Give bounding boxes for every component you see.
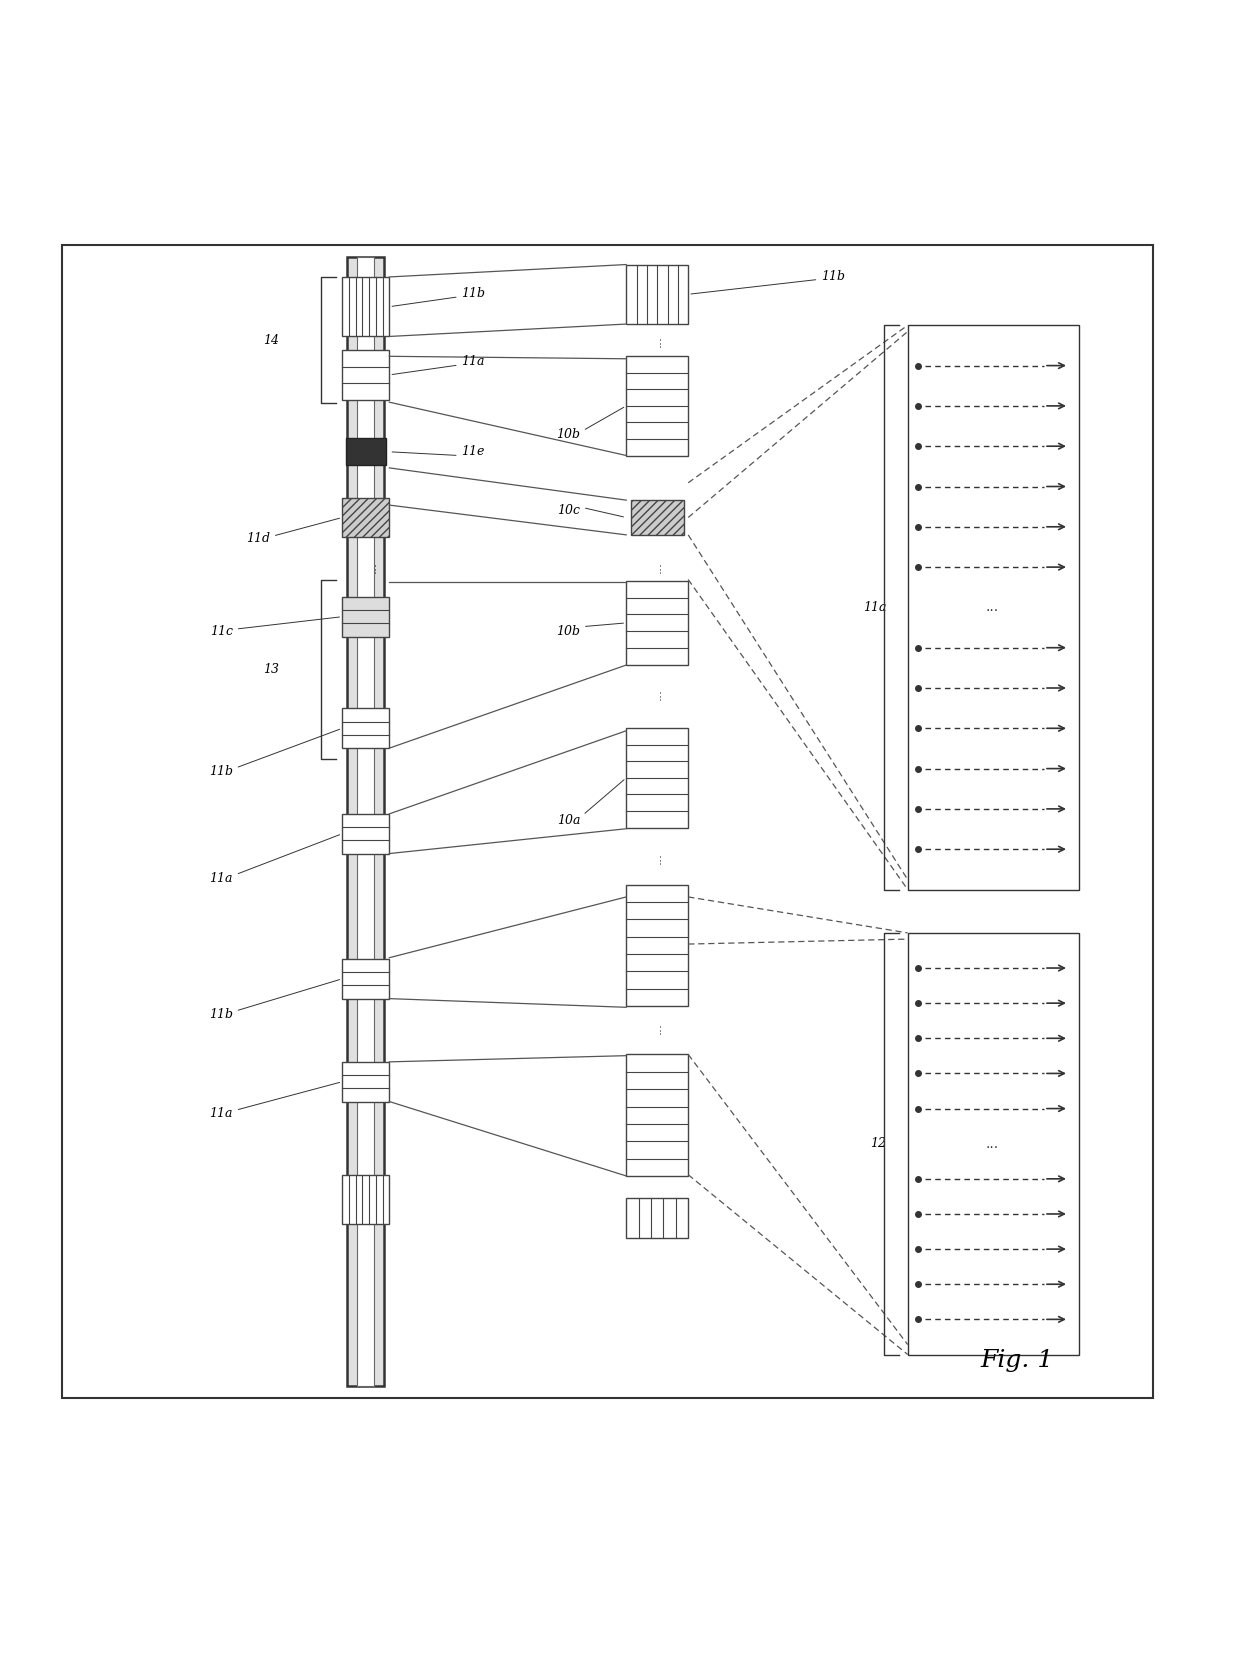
Bar bbox=[62, 245, 1153, 1398]
Text: ...: ... bbox=[651, 1023, 663, 1034]
Bar bbox=[342, 958, 389, 998]
Bar bbox=[342, 351, 389, 401]
Text: ...: ... bbox=[986, 1137, 998, 1150]
Bar bbox=[626, 265, 688, 324]
Text: 11a: 11a bbox=[210, 1107, 233, 1120]
Text: 11d: 11d bbox=[247, 531, 270, 544]
Bar bbox=[626, 1198, 688, 1238]
Bar bbox=[908, 933, 1079, 1354]
Bar bbox=[626, 728, 688, 828]
Bar bbox=[342, 708, 389, 748]
Bar bbox=[626, 1054, 688, 1177]
Text: 11b: 11b bbox=[210, 765, 233, 778]
Text: 10b: 10b bbox=[557, 626, 580, 639]
Text: 14: 14 bbox=[263, 334, 279, 346]
Bar bbox=[626, 884, 688, 1006]
Text: 11a: 11a bbox=[863, 601, 887, 614]
Bar bbox=[626, 581, 688, 665]
Text: ...: ... bbox=[651, 336, 663, 348]
Bar bbox=[342, 597, 389, 637]
Text: 12: 12 bbox=[870, 1137, 887, 1150]
Text: 10b: 10b bbox=[557, 429, 580, 440]
Text: 11a: 11a bbox=[210, 872, 233, 885]
Bar bbox=[342, 1063, 389, 1102]
Text: 11c: 11c bbox=[210, 626, 233, 639]
Text: 11e: 11e bbox=[461, 445, 485, 458]
Text: ...: ... bbox=[366, 561, 378, 573]
Bar bbox=[346, 439, 386, 465]
Bar bbox=[626, 356, 688, 455]
Text: 11b: 11b bbox=[461, 286, 485, 300]
Text: ...: ... bbox=[986, 601, 998, 614]
Bar bbox=[357, 257, 374, 1385]
Bar bbox=[342, 276, 389, 336]
Text: ...: ... bbox=[651, 561, 663, 573]
Text: 10c: 10c bbox=[557, 503, 580, 516]
Text: Fig. 1: Fig. 1 bbox=[980, 1349, 1054, 1372]
Bar bbox=[631, 500, 683, 535]
Bar bbox=[347, 257, 384, 1385]
Bar bbox=[342, 814, 389, 854]
Bar bbox=[342, 1175, 389, 1225]
Text: 11b: 11b bbox=[821, 270, 844, 283]
Bar bbox=[908, 326, 1079, 889]
Text: 11b: 11b bbox=[210, 1008, 233, 1021]
Text: 11a: 11a bbox=[461, 354, 485, 367]
Text: 10a: 10a bbox=[557, 814, 580, 826]
Text: ...: ... bbox=[651, 687, 663, 700]
Text: ...: ... bbox=[651, 852, 663, 864]
Bar bbox=[342, 498, 389, 538]
Text: 13: 13 bbox=[263, 664, 279, 675]
